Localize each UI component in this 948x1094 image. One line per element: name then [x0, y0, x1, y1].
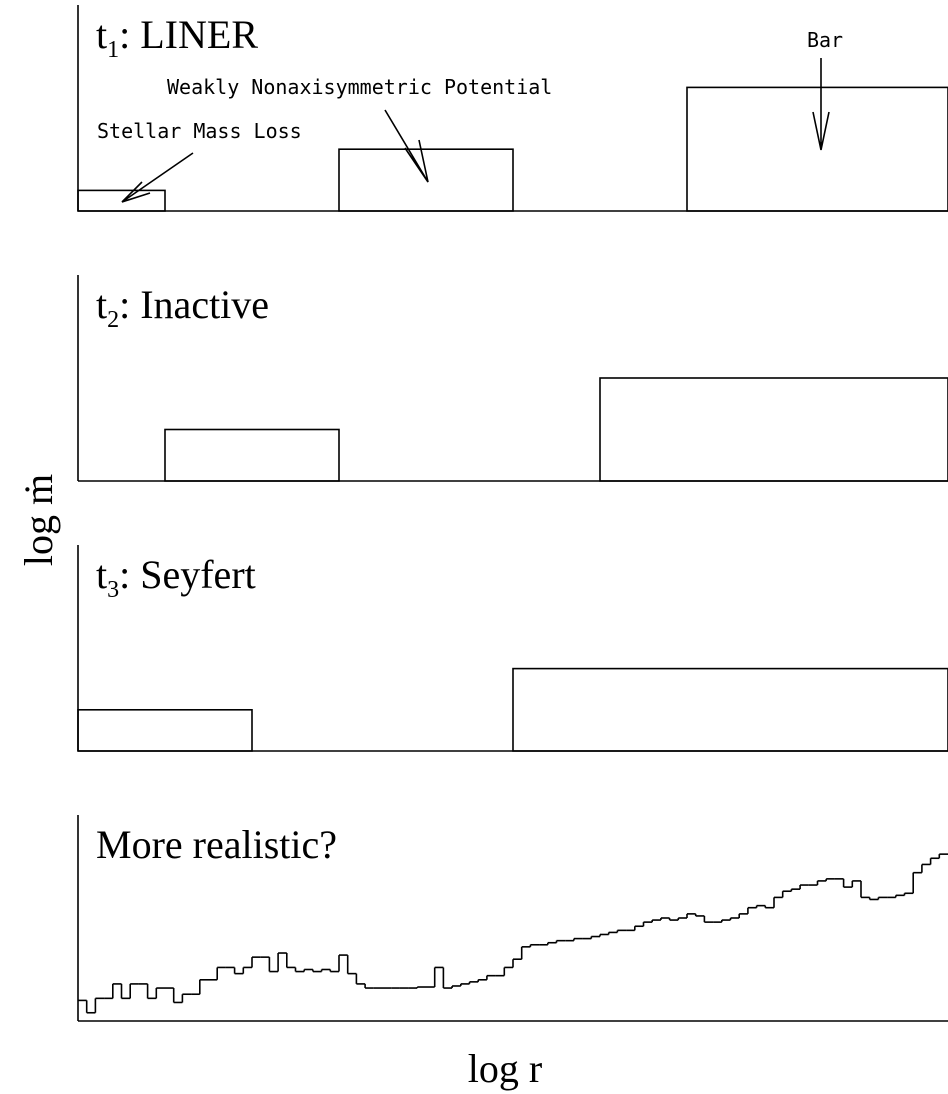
- title-base: t: [96, 552, 107, 597]
- title-sub: 3: [107, 577, 119, 603]
- title-rest: : Inactive: [119, 282, 269, 327]
- title-sub: 2: [107, 307, 119, 333]
- block: [338, 148, 514, 212]
- title-sub: 1: [107, 37, 119, 63]
- panel-title: t2: Inactive: [96, 282, 269, 333]
- y-axis-label: log ṁ: [16, 474, 61, 566]
- annotation: Weakly Nonaxisymmetric Potential: [167, 75, 552, 99]
- title-rest: : Seyfert: [119, 552, 256, 597]
- step-riser: [85, 854, 941, 1013]
- title-rest: : LINER: [119, 12, 258, 57]
- block: [512, 667, 948, 752]
- title-base: t: [96, 12, 107, 57]
- annotation: Bar: [807, 28, 843, 52]
- block: [164, 428, 340, 482]
- title-base: t: [96, 282, 107, 327]
- panel-title: More realistic?: [96, 822, 337, 867]
- arrow: [812, 58, 830, 151]
- arrow: [384, 109, 429, 183]
- block: [77, 189, 166, 212]
- block: [599, 377, 948, 482]
- block: [686, 86, 948, 212]
- panel-title: t1: LINER: [96, 12, 258, 63]
- annotation: Stellar Mass Loss: [97, 119, 302, 143]
- panel-title: t3: Seyfert: [96, 552, 256, 603]
- block: [77, 708, 253, 752]
- title-base: More realistic?: [96, 822, 337, 867]
- x-axis-label: log r: [468, 1046, 542, 1091]
- arrow: [121, 152, 194, 203]
